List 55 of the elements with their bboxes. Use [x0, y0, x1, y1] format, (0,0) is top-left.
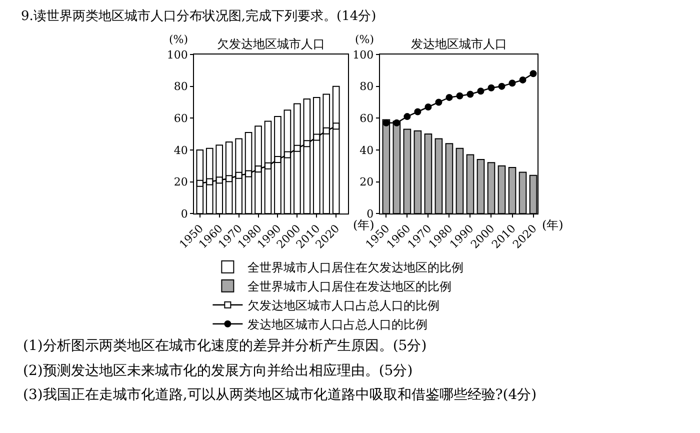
legend-label: 欠发达地区城市人口占总人口的比例 [248, 298, 440, 313]
legend-label: 全世界城市人口居住在发达地区的比例 [248, 280, 452, 294]
y-tick-label: 60 [360, 112, 374, 125]
point [313, 134, 320, 141]
point [216, 176, 223, 184]
chart-title: 欠发达地区城市人口 [217, 37, 325, 51]
legend-label: 全世界城市人口居住在欠发达地区的比例 [248, 260, 464, 275]
point [466, 90, 474, 98]
point [264, 162, 272, 170]
text: 9.读世界两类地区城市人口分布状况图,完成下列要求。(14分) [21, 8, 376, 24]
y-tick-label: 60 [174, 112, 188, 125]
point [382, 119, 390, 126]
text: (1)分析图示两类地区在城市化速度的差异并分析产生原因。(5分) [23, 338, 427, 354]
point [393, 119, 400, 126]
point [235, 172, 242, 179]
y-tick-label: 0 [366, 207, 374, 220]
y-tick-label: 80 [174, 80, 188, 94]
y-tick-label: 100 [352, 48, 374, 62]
point [196, 180, 204, 187]
y-tick-label: 40 [174, 144, 188, 157]
point [456, 92, 464, 100]
point [488, 84, 495, 92]
point [303, 140, 310, 148]
point [498, 82, 506, 90]
point [245, 170, 252, 178]
y-tick-label: 80 [360, 80, 374, 94]
point [206, 178, 214, 186]
y-tick-label: 100 [166, 48, 188, 62]
y-tick-label: 20 [360, 176, 374, 189]
point [294, 144, 301, 152]
point [284, 151, 291, 158]
y-tick-label: 40 [360, 144, 374, 157]
x-axis-title: (年) [542, 218, 564, 232]
chart-title: 发达地区城市人口 [411, 37, 507, 51]
point [477, 88, 484, 95]
point [530, 70, 537, 78]
point [226, 175, 233, 182]
point [274, 156, 282, 163]
point [404, 113, 411, 120]
point [519, 76, 526, 84]
point [254, 166, 262, 173]
y-axis-title: (%) [355, 33, 374, 46]
text: (3)我国正在走城市化道路,可以从两类地区城市化道路中吸取和借鉴哪些经验?(4分) [23, 387, 537, 403]
y-tick-label: 0 [180, 207, 188, 220]
point [414, 108, 422, 116]
point [508, 80, 516, 87]
point [332, 122, 340, 130]
legend-label: 发达地区城市人口占总人口的比例 [248, 318, 428, 332]
text: (2)预测发达地区未来城市化的发展方向并给出相应理由。(5分) [23, 363, 413, 379]
y-tick-label: 20 [174, 176, 188, 189]
point [435, 98, 442, 106]
point [446, 94, 453, 101]
y-axis-title: (%) [169, 33, 188, 46]
point [322, 127, 330, 134]
point [424, 104, 432, 110]
